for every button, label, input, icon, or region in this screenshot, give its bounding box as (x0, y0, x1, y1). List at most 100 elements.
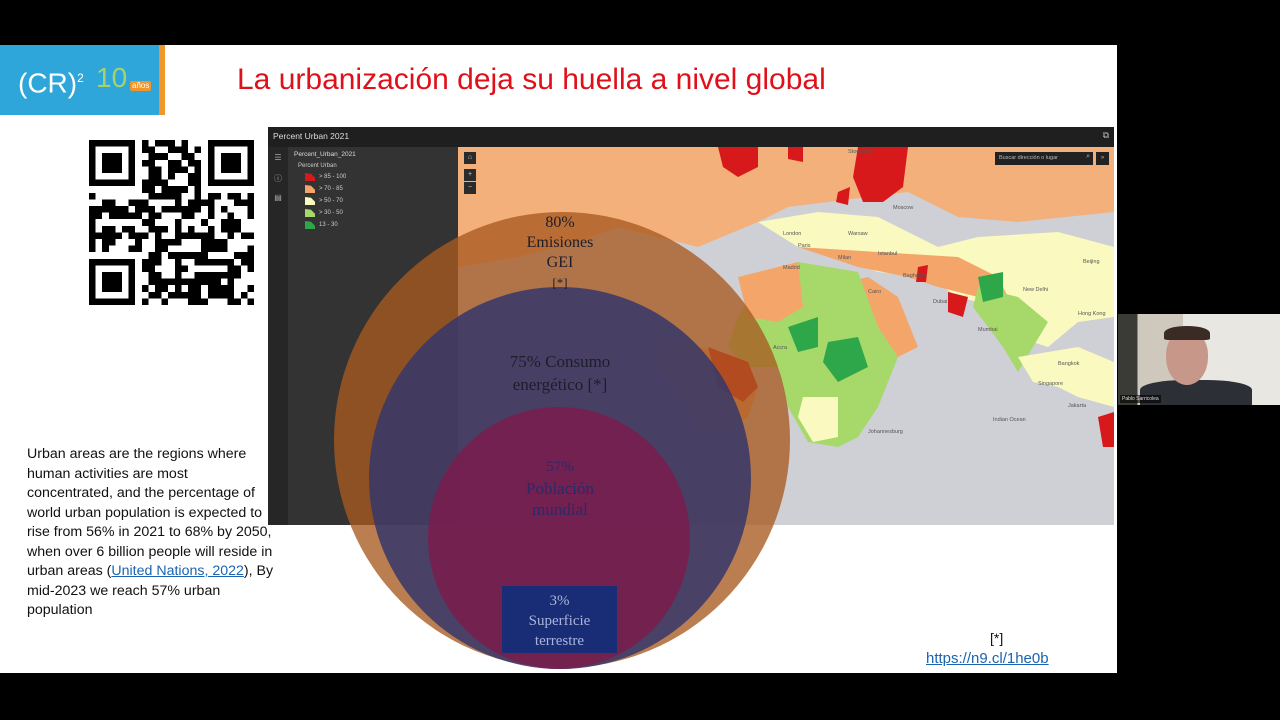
label-line: terrestre (534, 633, 585, 649)
label-line: 3% (549, 593, 570, 609)
map-title: Percent Urban 2021 (273, 131, 350, 141)
slide-title: La urbanización deja su huella a nivel g… (237, 63, 826, 96)
expand-icon[interactable]: ⧉ (1102, 130, 1109, 140)
label-line: Población (526, 479, 594, 498)
logo-badge: años (130, 81, 152, 91)
map-city-label: Bangkok (1058, 361, 1080, 367)
iran-region (798, 247, 1018, 317)
home-button[interactable]: ⌂ (464, 152, 476, 164)
southern-africa (798, 397, 838, 442)
israel (916, 265, 928, 282)
zoom-out-button[interactable]: − (464, 182, 476, 194)
legend-swatch (305, 221, 315, 229)
legend-swatch (305, 173, 315, 181)
logo-sup: 2 (77, 71, 84, 85)
map-city-label: Baghdad (903, 273, 926, 279)
map-city-label: Beijing (1083, 259, 1100, 265)
label-line: 80% (545, 214, 575, 231)
chad (788, 317, 818, 352)
legend-swatch (305, 185, 315, 193)
label-line: GEI (546, 254, 574, 271)
map-header: Percent Urban 2021 ⧉ (268, 127, 1114, 147)
greenland (718, 147, 758, 177)
map-city-label: New Delhi (1023, 287, 1049, 293)
search-icon[interactable]: ⌕ (1086, 153, 1090, 160)
world-map (458, 147, 1114, 447)
east-africa (823, 337, 868, 382)
caption-part: Urban areas are the regions where human … (27, 446, 273, 579)
participant-name: Pablo Sarricolea (1120, 395, 1161, 403)
qr-code (89, 140, 254, 305)
map-city-label: Dubai (933, 299, 948, 305)
legend-item: > 50 - 70 (305, 197, 452, 205)
webcam-video: Pablo Sarricolea (1118, 314, 1280, 405)
venn-label-energy: 75% Consumo energético [*] (470, 350, 650, 396)
legend-label: > 85 - 100 (319, 174, 347, 180)
map-city-label: Accra (773, 345, 788, 351)
map-city-label: Paris (798, 243, 811, 249)
search-input[interactable]: Buscar dirección o lugar ⌕ (995, 152, 1093, 165)
australia-edge (1098, 412, 1114, 447)
caption-part: ), By mid-2023 we reach 57% urban popula… (27, 563, 274, 618)
map-city-label: Indian Ocean (993, 417, 1026, 423)
venn-label-emissions: 80% Emisiones GEI [*] (500, 213, 620, 293)
map-city-label: Hong Kong (1078, 311, 1106, 317)
legend-swatch (305, 197, 315, 205)
southeast-asia (1018, 347, 1114, 407)
legend-swatch (305, 209, 315, 217)
label-line: energético [*] (512, 375, 608, 394)
presenter-hair (1164, 326, 1210, 340)
map-city-label: Madrid (783, 265, 800, 271)
map-city-label: Istanbul (878, 251, 898, 257)
map-city-label: Milan (838, 255, 852, 261)
legend-item: > 30 - 50 (305, 209, 452, 217)
expand-search-button[interactable]: » (1096, 152, 1109, 165)
map-side-toolbar: ☰ ⓘ ▤ (268, 147, 288, 525)
map-city-label: Cairo (868, 289, 882, 295)
label-line: 75% Consumo (509, 352, 611, 371)
label-line: 57% (546, 459, 574, 475)
legend-title: Percent Urban (298, 163, 337, 169)
label-line: mundial (532, 500, 588, 519)
label-line: [*] (552, 275, 568, 290)
legend-list-icon[interactable]: ☰ (274, 153, 282, 162)
united-nations-link[interactable]: United Nations, 2022 (111, 563, 244, 579)
info-icon[interactable]: ⓘ (274, 174, 282, 183)
india (973, 287, 1048, 372)
afghanistan (978, 272, 1003, 302)
legend-panel: Percent_Urban_2021 Percent Urban > 85 - … (288, 147, 458, 525)
label-line: Superficie (528, 613, 591, 629)
layer-name: Percent_Urban_2021 (294, 151, 356, 158)
map-city-label: Jakarta (1068, 403, 1087, 409)
scandinavia (853, 147, 908, 202)
logo-text: (CR)2 (18, 63, 84, 98)
presentation-slide: (CR)2 10 años La urbanización deja su hu… (0, 45, 1117, 673)
legend-label: 13 - 30 (319, 222, 338, 228)
map-viewer: Percent Urban 2021 ⧉ ☰ ⓘ ▤ Percent_Urban… (268, 127, 1114, 525)
venn-label-surface: 3% Superficie terrestre (502, 591, 617, 651)
map-city-label: Johannesburg (868, 429, 903, 435)
logo-cr: (CR) (18, 67, 78, 99)
map-city-label: Warsaw (848, 231, 868, 237)
map-city-label: London (783, 231, 802, 237)
caption-text: Urban areas are the regions where human … (27, 445, 277, 621)
logo-number: 10 (96, 62, 128, 93)
map-city-label: Mumbai (978, 327, 998, 333)
legend-label: > 70 - 85 (319, 186, 343, 192)
map-city-label: Moscow (893, 205, 914, 211)
reference-mark: [*] (990, 630, 1004, 646)
reference-link[interactable]: https://n9.cl/1he0b (926, 650, 1049, 667)
zoom-in-button[interactable]: + (464, 169, 476, 181)
map-city-label: Singapore (1038, 381, 1064, 387)
map-city-label: Stockholm (848, 149, 874, 155)
oman (948, 292, 968, 317)
venn-label-population: 57% Población mundial (490, 457, 630, 520)
north-landmass (458, 147, 1114, 267)
legend-item: > 70 - 85 (305, 185, 452, 193)
cr2-logo: (CR)2 10 años (0, 45, 165, 115)
legend-label: > 30 - 50 (319, 210, 343, 216)
legend-label: > 50 - 70 (319, 198, 343, 204)
search-placeholder: Buscar dirección o lugar (999, 155, 1059, 161)
belgium (836, 187, 850, 205)
details-icon[interactable]: ▤ (274, 193, 282, 202)
